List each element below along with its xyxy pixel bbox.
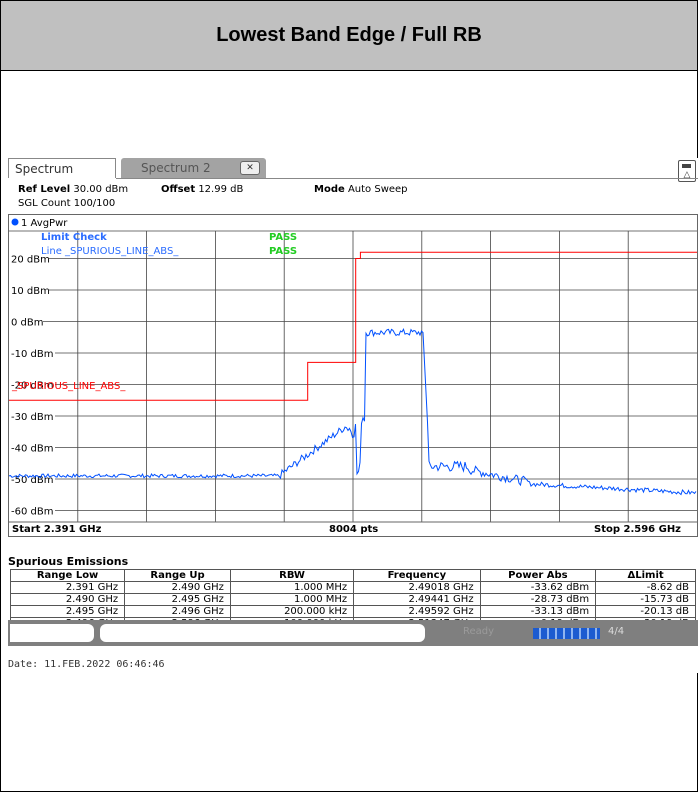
y-axis-label: 0 dBm <box>11 318 44 329</box>
spectrum-analyzer-screen: Spectrum Spectrum 2 ✕ △ Ref Level 30.00 … <box>8 158 698 673</box>
table-row: 2.495 GHz 2.496 GHz 200.000 kHz 2.49592 GHz… <box>9 605 696 618</box>
ref-level-value: 30.00 dBm <box>73 184 129 195</box>
mode-label: Mode <box>314 184 345 195</box>
header-bar: Lowest Band Edge / Full RB <box>1 1 697 71</box>
y-axis-label: -50 dBm <box>11 475 53 486</box>
start-frequency: Start 2.391 GHz <box>12 524 102 535</box>
table-cell: 2.495 GHz <box>9 605 126 618</box>
tab-spectrum-2-label: Spectrum 2 <box>141 161 211 175</box>
status-message-field[interactable] <box>100 624 425 642</box>
limit-line-check-result: PASS <box>269 246 297 257</box>
table-header: RBW <box>229 569 355 582</box>
y-axis-label: -30 dBm <box>11 412 53 423</box>
sweep-progress-bar <box>533 628 600 639</box>
limit-check-title-result: PASS <box>269 232 297 243</box>
table-cell: -8.62 dB <box>595 581 696 594</box>
tab-divider <box>116 178 698 179</box>
limit-line <box>9 251 697 401</box>
spectrum-plot: 20 dBm 10 dBm 0 dBm -10 dBm -20 dBm -30 dBm -4… <box>9 218 697 535</box>
table-cell: -15.73 dB <box>595 593 696 606</box>
offset-info: Offset 12.99 dB <box>161 184 243 195</box>
ref-level-info: Ref Level 30.00 dBm <box>18 184 128 195</box>
offset-label: Offset <box>161 184 196 195</box>
y-axis-label: -60 dBm <box>11 507 53 518</box>
table-cell: 2.391 GHz <box>9 581 126 594</box>
mode-info: Mode Auto Sweep <box>314 184 408 195</box>
table-cell: 1.000 MHz <box>229 593 355 606</box>
table-cell: 2.490 GHz <box>124 581 231 594</box>
table-cell: -33.62 dBm <box>479 581 597 594</box>
y-axis-labels: 20 dBm 10 dBm 0 dBm -10 dBm -20 dBm -30 dBm -4… <box>9 251 55 518</box>
trace-label: 1 AvgPwr <box>21 218 68 229</box>
table-cell: 200.000 kHz <box>229 605 355 618</box>
table-cell: 2.490 GHz <box>9 593 126 606</box>
limit-check-title: Limit Check <box>41 232 107 243</box>
plot-grid <box>9 230 697 522</box>
y-axis-label: -20 dBm <box>11 381 53 392</box>
sgl-count: SGL Count 100/100 <box>18 198 116 209</box>
table-cell: 2.495 GHz <box>124 593 231 606</box>
table-header: Frequency <box>353 569 481 582</box>
status-field-left[interactable] <box>10 624 94 642</box>
table-header: Range Low <box>9 569 126 582</box>
trace-marker-icon <box>11 218 19 226</box>
table-header: ΔLimit <box>595 569 696 582</box>
y-axis-label: 20 dBm <box>11 255 50 266</box>
status-ready: Ready <box>463 626 495 637</box>
ref-level-label: Ref Level <box>18 184 71 195</box>
table-row: 2.490 GHz 2.495 GHz 1.000 MHz 2.49441 GHz -2… <box>9 593 696 606</box>
table-header: Power Abs <box>479 569 597 582</box>
table-cell: -33.13 dBm <box>479 605 597 618</box>
spectrum-plot-frame: 20 dBm 10 dBm 0 dBm -10 dBm -20 dBm -30 dBm -4… <box>8 214 698 537</box>
mode-value: Auto Sweep <box>347 184 408 195</box>
stop-frequency: Stop 2.596 GHz <box>594 524 681 535</box>
table-cell: 2.49018 GHz <box>353 581 481 594</box>
tab-spectrum-label: Spectrum <box>15 162 74 176</box>
table-cell: 1.000 MHz <box>229 581 355 594</box>
sweep-points: 8004 pts <box>329 524 378 535</box>
offset-value: 12.99 dB <box>198 184 244 195</box>
table-cell: 2.496 GHz <box>124 605 231 618</box>
table-cell: 2.49441 GHz <box>353 593 481 606</box>
table-header: Range Up <box>124 569 231 582</box>
y-axis-label: -40 dBm <box>11 444 53 455</box>
sweep-count: 4/4 <box>608 626 625 637</box>
table-cell: -28.73 dBm <box>479 593 597 606</box>
table-cell: 2.49592 GHz <box>353 605 481 618</box>
date-stamp: Date: 11.FEB.2022 06:46:46 <box>8 659 165 670</box>
y-axis-label: -10 dBm <box>11 349 53 360</box>
spurious-table-title: Spurious Emissions <box>8 555 129 568</box>
page-title: Lowest Band Edge / Full RB <box>216 24 482 46</box>
tab-spectrum-2[interactable]: Spectrum 2 ✕ <box>121 158 266 178</box>
close-icon[interactable]: ✕ <box>240 161 260 175</box>
limit-line-name: _SPURIOUS_LINE_ABS_ <box>11 381 126 392</box>
trace-line <box>9 328 697 496</box>
limit-line-check-label: Line _SPURIOUS_LINE_ABS_ <box>41 246 179 257</box>
display-config-icon[interactable]: △ <box>678 160 696 182</box>
status-bar: Ready 4/4 <box>8 620 698 646</box>
tab-spectrum[interactable]: Spectrum <box>8 158 116 178</box>
table-row: 2.391 GHz 2.490 GHz 1.000 MHz 2.49018 GHz -3… <box>9 581 696 594</box>
table-cell: -20.13 dB <box>595 605 696 618</box>
y-axis-label: 10 dBm <box>11 286 50 297</box>
